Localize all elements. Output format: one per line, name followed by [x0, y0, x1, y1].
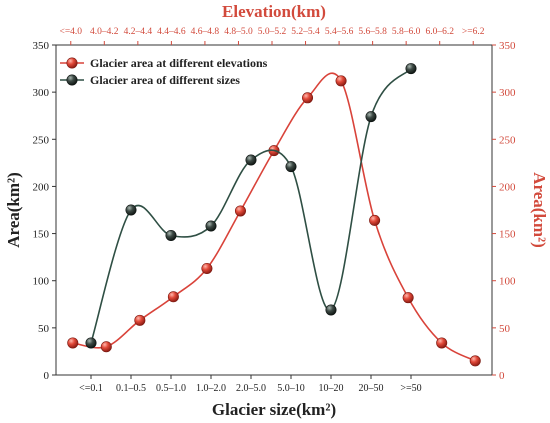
left-tick-label: 50	[38, 323, 50, 335]
bottom-tick-label: >=50	[400, 383, 421, 394]
right-tick-label: 150	[499, 229, 516, 241]
legend-label: Glacier area at different elevations	[90, 56, 268, 70]
bottom-tick-label: 10–20	[319, 383, 344, 394]
left-tick-label: 100	[33, 276, 50, 288]
right-tick-label: 0	[499, 370, 505, 382]
elevation-point	[167, 291, 179, 303]
bottom-tick-label: <=0.1	[79, 383, 103, 394]
top-tick-label: 5.0–5.2	[258, 27, 287, 37]
size-point	[325, 304, 337, 316]
top-tick-label: 4.8–5.0	[224, 27, 253, 37]
left-axis: 0 50 100 150 200 250 300 350	[33, 40, 56, 382]
top-tick-label: 4.0–4.2	[90, 27, 119, 37]
bottom-tick-label: 0.5–1.0	[156, 383, 186, 394]
size-point	[285, 161, 297, 173]
size-point	[165, 229, 177, 241]
bottom-axis-title: Glacier size(km²)	[212, 400, 336, 419]
left-tick-label: 350	[33, 40, 50, 52]
series-line	[90, 68, 412, 344]
right-tick-label: 100	[499, 276, 516, 288]
elevation-point	[234, 205, 246, 217]
elevation-point	[100, 341, 112, 353]
left-tick-label: 300	[33, 87, 50, 99]
top-tick-label: 4.2–4.4	[124, 27, 153, 37]
right-tick-label: 300	[499, 87, 516, 99]
top-tick-label: <=4.0	[59, 27, 82, 37]
left-tick-label: 0	[44, 370, 50, 382]
elevation-point	[67, 337, 79, 349]
left-tick-label: 250	[33, 134, 50, 146]
legend-label: Glacier area of different sizes	[90, 73, 240, 87]
elevation-point	[335, 75, 347, 87]
left-axis-title: Area(km²)	[4, 172, 23, 248]
top-tick-label: 5.6–5.8	[358, 27, 387, 37]
elevation-point	[436, 337, 448, 349]
legend-marker	[66, 57, 78, 69]
series-elevation	[67, 72, 481, 367]
top-axis: <=4.0 4.0–4.2 4.2–4.4 4.4–4.6 4.6–4.8 4.8–5.0…	[59, 27, 485, 45]
top-tick-label: 4.6–4.8	[191, 27, 220, 37]
elevation-point	[201, 262, 213, 274]
bottom-tick-label: 1.0–2.0	[196, 383, 226, 394]
size-point	[85, 337, 97, 349]
elevation-point	[302, 92, 314, 104]
top-tick-label: 5.4–5.6	[325, 27, 354, 37]
right-tick-label: 350	[499, 40, 516, 52]
series-line	[72, 72, 476, 362]
size-point	[245, 154, 257, 166]
legend-marker	[66, 74, 78, 86]
size-point	[125, 204, 137, 216]
right-tick-label: 50	[499, 323, 511, 335]
bottom-tick-label: 0.1–0.5	[116, 383, 146, 394]
top-tick-label: 5.8–6.0	[392, 27, 421, 37]
series-size	[85, 63, 417, 349]
right-tick-label: 250	[499, 134, 516, 146]
top-tick-label: 4.4–4.6	[157, 27, 186, 37]
bottom-tick-label: 2.0–5.0	[236, 383, 266, 394]
elevation-point	[134, 314, 146, 326]
plot-frame	[55, 44, 493, 376]
elevation-point	[369, 214, 381, 226]
right-axis: 0 50 100 150 200 250 300 350	[492, 40, 516, 382]
top-tick-label: 5.2–5.4	[291, 27, 320, 37]
elevation-point	[402, 292, 414, 304]
size-point	[205, 220, 217, 232]
legend: Glacier area at different elevations Glac…	[60, 56, 268, 87]
series-layer	[67, 63, 481, 367]
right-tick-label: 200	[499, 181, 516, 193]
top-axis-title: Elevation(km)	[222, 2, 326, 21]
left-tick-label: 200	[33, 181, 50, 193]
size-point	[365, 111, 377, 123]
bottom-tick-label: 5.0–10	[277, 383, 305, 394]
top-tick-label: >=6.2	[462, 27, 485, 37]
bottom-axis: <=0.1 0.1–0.5 0.5–1.0 1.0–2.0 2.0–5.0 5.0–10 1…	[79, 375, 422, 394]
top-tick-label: 6.0–6.2	[425, 27, 454, 37]
size-point	[405, 63, 417, 75]
elevation-point	[469, 355, 481, 367]
bottom-tick-label: 20–50	[359, 383, 384, 394]
left-tick-label: 150	[33, 229, 50, 241]
right-axis-title: Area(km²)	[530, 172, 549, 248]
